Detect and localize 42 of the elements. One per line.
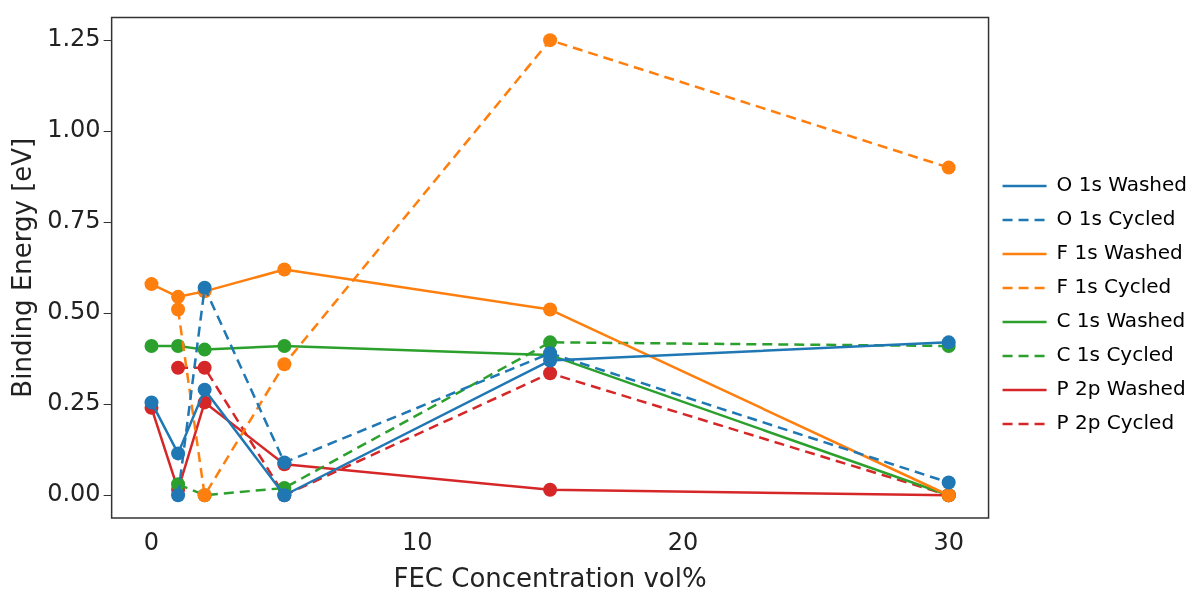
point [543, 335, 558, 350]
legend-label: O 1s Cycled [1056, 206, 1176, 231]
point [197, 342, 212, 357]
point [543, 302, 558, 317]
point [144, 395, 159, 410]
y-tick-label: 0.50 [47, 297, 101, 326]
legend-label: P 2p Washed [1056, 376, 1186, 401]
point [277, 338, 292, 353]
y-tick-label: 0.25 [47, 388, 101, 417]
legend-label: F 1s Cycled [1056, 274, 1172, 299]
y-tick-label: 1.25 [47, 24, 101, 53]
point [171, 446, 186, 461]
point [144, 338, 159, 353]
y-tick-label: 0.75 [47, 206, 101, 235]
point [171, 488, 186, 503]
point [941, 475, 956, 490]
point [543, 33, 558, 48]
legend-label: O 1s Washed [1056, 172, 1187, 197]
legend-label: C 1s Cycled [1056, 342, 1174, 367]
x-tick-label: 0 [143, 527, 160, 556]
point [171, 302, 186, 317]
y-tick-label: 1.00 [47, 115, 101, 144]
point [277, 262, 292, 277]
y-axis-title: Binding Energy [eV] [7, 137, 38, 398]
x-tick-label: 20 [667, 527, 699, 556]
point [197, 382, 212, 397]
point [543, 482, 558, 497]
point [197, 360, 212, 375]
legend-label: F 1s Washed [1056, 240, 1183, 265]
x-tick-label: 10 [401, 527, 433, 556]
x-axis-title: FEC Concentration vol% [393, 563, 707, 594]
point [144, 277, 159, 292]
point [171, 360, 186, 375]
legend-label: P 2p Cycled [1056, 410, 1175, 435]
y-tick-label: 0.00 [47, 479, 101, 508]
point [277, 357, 292, 372]
legend-label: C 1s Washed [1056, 308, 1186, 333]
point [197, 280, 212, 295]
point [543, 366, 558, 381]
point [941, 160, 956, 175]
x-tick-label: 30 [933, 527, 964, 556]
point [171, 289, 186, 304]
